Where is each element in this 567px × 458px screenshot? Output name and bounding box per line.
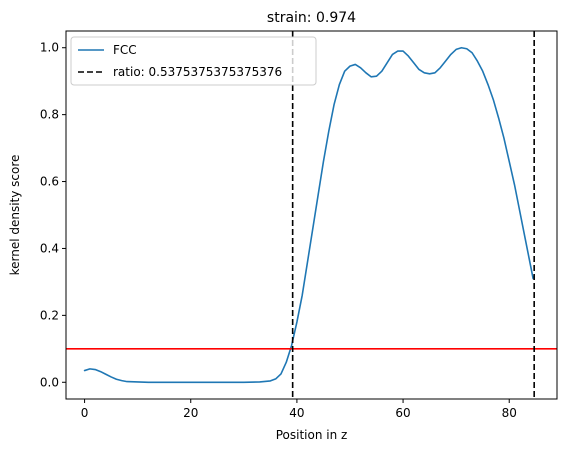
y-tick-label: 0.2 — [40, 308, 59, 322]
x-tick-label: 80 — [502, 406, 517, 420]
y-tick-label: 0.6 — [40, 175, 59, 189]
x-tick-label: 20 — [183, 406, 198, 420]
chart-title: strain: 0.974 — [267, 10, 356, 26]
axes-frame — [65, 30, 558, 400]
legend: FCC ratio: 0.5375375375375376 — [70, 36, 317, 86]
x-tick-label: 40 — [289, 406, 304, 420]
legend-box — [70, 36, 317, 86]
series-line-fcc — [83, 46, 534, 384]
y-tick-label: 0.0 — [40, 375, 59, 389]
plot-area — [66, 31, 557, 399]
series-layer — [83, 46, 534, 384]
x-tick-label: 0 — [81, 406, 89, 420]
reference-lines — [66, 31, 557, 399]
legend-label-ratio: ratio: 0.5375375375375376 — [113, 65, 282, 79]
y-tick-label: 0.4 — [40, 241, 59, 255]
y-tick-label: 1.0 — [40, 41, 59, 55]
x-axis-label: Position in z — [276, 428, 348, 442]
x-axis-ticks: 0 20 40 60 80 — [81, 399, 517, 420]
legend-label-fcc: FCC — [113, 43, 137, 57]
y-tick-label: 0.8 — [40, 108, 59, 122]
y-axis-label: kernel density score — [8, 155, 22, 276]
y-axis-ticks: 0.0 0.2 0.4 0.6 0.8 1.0 — [40, 41, 66, 389]
x-tick-label: 60 — [395, 406, 410, 420]
